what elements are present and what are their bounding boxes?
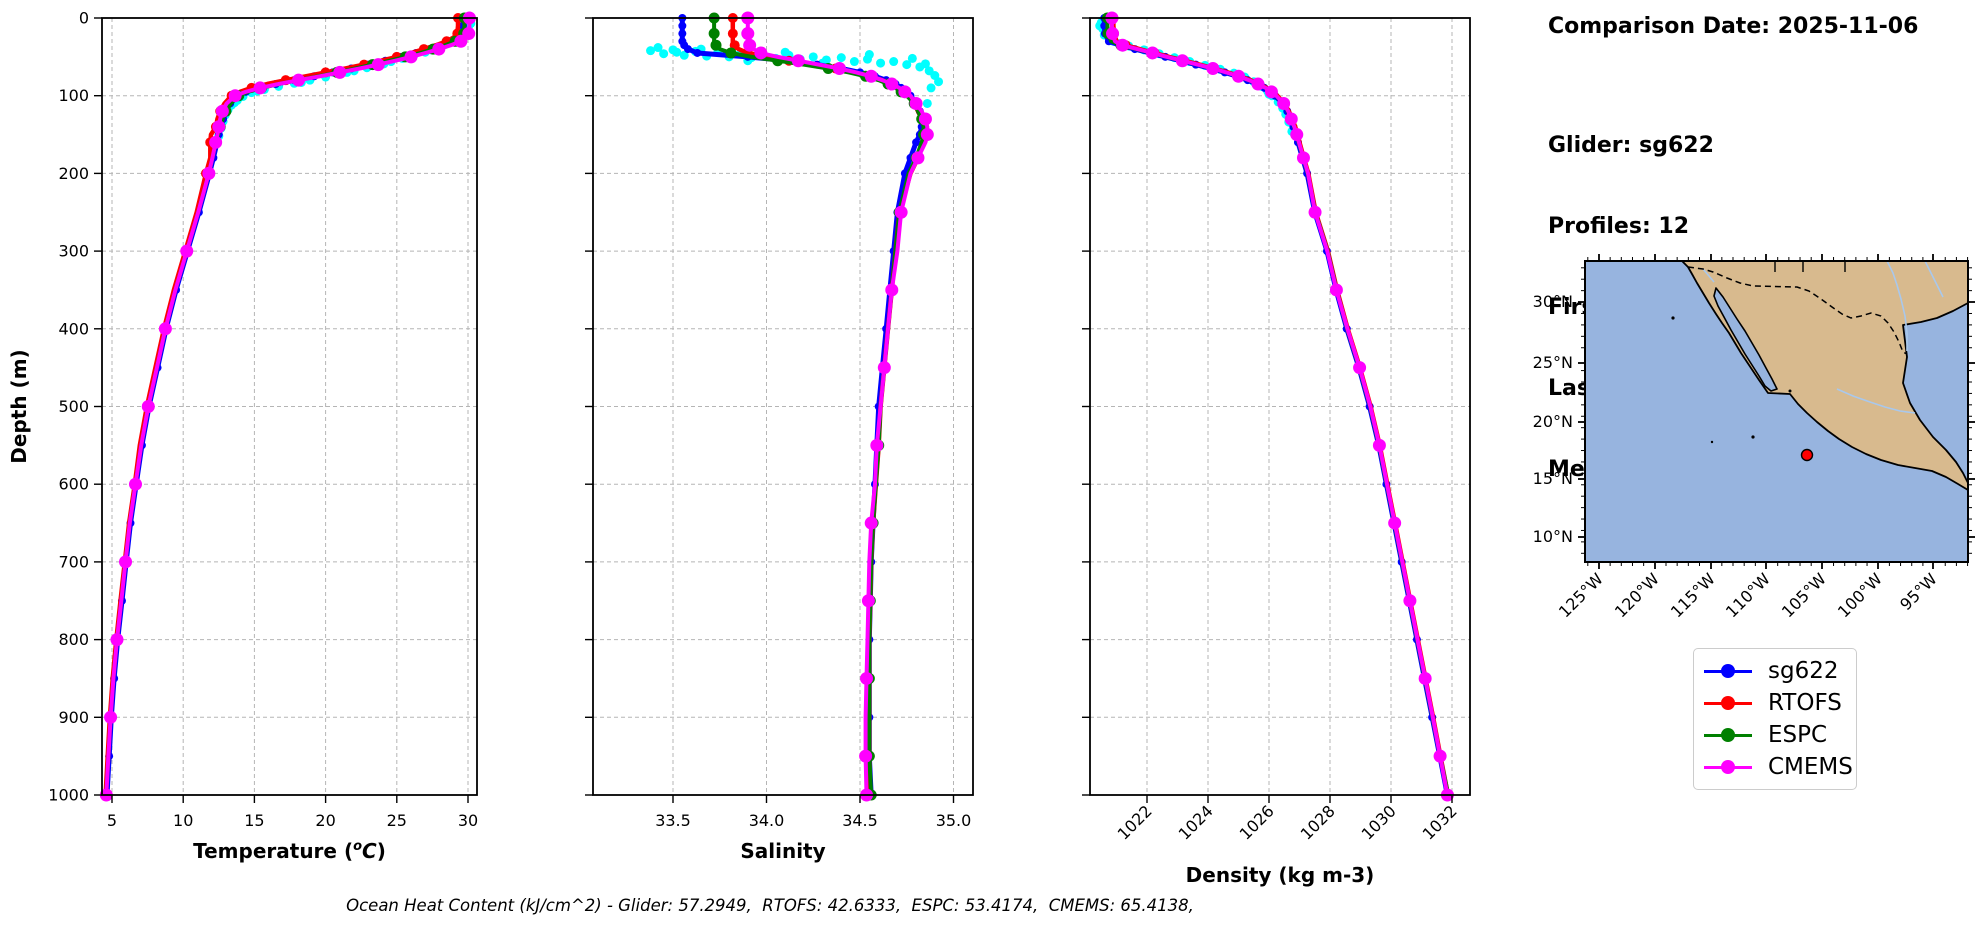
legend: sg622 RTOFS ESPC CMEMS [1693, 648, 1857, 790]
xtick-label: 1028 [1297, 801, 1339, 843]
profiles-count-text: Profiles: 12 [1548, 214, 1690, 239]
lat-tick-label: 25°N [1533, 353, 1573, 372]
salinity-ticks [585, 17, 955, 803]
lat-tick-label: 15°N [1533, 469, 1573, 488]
map-frame [1584, 260, 1969, 563]
legend-label: ESPC [1768, 722, 1828, 748]
ytick-label: 300 [58, 242, 89, 261]
temperature-series-CMEMS [99, 11, 476, 802]
density-glider-raw-points [1095, 18, 1297, 136]
legend-item-sg622: sg622 [1694, 655, 1856, 687]
xtick-label: 33.5 [655, 811, 691, 830]
xtick-label: 34.5 [842, 811, 878, 830]
xtick-label: 35.0 [936, 811, 972, 830]
ocean-heat-content-text: Ocean Heat Content (kJ/cm^2) - Glider: 5… [346, 896, 1194, 915]
map-rivers [1702, 260, 1944, 414]
xtick-label: 1030 [1358, 801, 1400, 843]
ytick-label: 200 [58, 164, 89, 183]
temperature-ytick-labels: 0 100 200 300 400 500 600 700 800 900 1000 [48, 9, 89, 805]
ytick-label: 400 [58, 319, 89, 338]
density-series-CMEMS [1105, 11, 1454, 802]
density-plot: 1022 1024 1026 1028 1030 1032 Density (kg m-3) [1082, 11, 1471, 887]
temperature-ticks [94, 17, 469, 803]
density-ticks [1082, 17, 1453, 803]
rtofs-line-marker-icon [1704, 696, 1752, 710]
legend-label: RTOFS [1768, 690, 1842, 716]
map-state-borders [1774, 261, 1846, 272]
map-land-mainland [1681, 260, 1969, 491]
xtick-label: 1032 [1419, 801, 1461, 843]
xtick-label: 25 [387, 811, 407, 830]
lat-tick-label: 20°N [1533, 412, 1573, 431]
xtick-label: 1022 [1114, 801, 1156, 843]
salinity-axis-label: Salinity [740, 839, 825, 863]
legend-item-cmems: CMEMS [1694, 751, 1856, 783]
ytick-label: 0 [79, 9, 89, 28]
ytick-label: 900 [58, 708, 89, 727]
salinity-series-CMEMS [741, 11, 934, 802]
lat-tick-label: 10°N [1533, 527, 1573, 546]
ytick-label: 100 [58, 86, 89, 105]
lat-tick-label: 30°N [1533, 292, 1573, 311]
map-gulf-of-mexico [1902, 302, 1969, 484]
map-islands [1671, 316, 1792, 444]
legend-label: CMEMS [1768, 754, 1853, 780]
xtick-label: 1026 [1236, 801, 1278, 843]
density-xtick-labels: 1022 1024 1026 1028 1030 1032 [1114, 801, 1461, 843]
glider-location-marker [1800, 448, 1814, 462]
xtick-label: 10 [173, 811, 193, 830]
xtick-label: 30 [458, 811, 478, 830]
temperature-xtick-labels: 5 10 15 20 25 30 [107, 811, 478, 830]
glider-name-text: Glider: sg622 [1548, 133, 1714, 158]
cmems-line-marker-icon [1704, 760, 1752, 774]
ytick-label: 800 [58, 630, 89, 649]
xtick-label: 34.0 [749, 811, 785, 830]
xtick-label: 1024 [1175, 801, 1217, 843]
legend-item-rtofs: RTOFS [1694, 687, 1856, 719]
ytick-label: 700 [58, 552, 89, 571]
temperature-grid [102, 18, 477, 795]
xtick-label: 20 [315, 811, 335, 830]
temperature-axis-label: Temperature (oC) [193, 839, 386, 863]
temperature-plot: 5 10 15 20 25 3001002003004005006007008009001… [7, 9, 478, 864]
map-svg: 30°N 25°N 20°N 15°N 10°N 125°W 120°W 115… [1533, 254, 1975, 621]
ytick-label: 500 [58, 397, 89, 416]
salinity-series-RTOFS [727, 13, 931, 800]
map-gulf-of-california [1713, 287, 1778, 392]
map-us-mexico-border [1687, 266, 1908, 355]
legend-label: sg622 [1768, 658, 1839, 684]
ytick-label: 1000 [48, 786, 89, 805]
xtick-label: 5 [107, 811, 117, 830]
xtick-label: 15 [244, 811, 264, 830]
density-grid [1090, 18, 1470, 795]
map-lat-labels: 30°N 25°N 20°N 15°N 10°N [1533, 292, 1573, 546]
espc-line-marker-icon [1704, 728, 1752, 742]
depth-axis-label: Depth (m) [7, 349, 31, 463]
location-map: 30°N 25°N 20°N 15°N 10°N 125°W 120°W 115… [1533, 254, 1975, 621]
salinity-xtick-labels: 33.5 34.0 34.5 35.0 [655, 811, 971, 830]
map-ticks [1578, 254, 1975, 569]
salinity-grid [593, 18, 973, 795]
ytick-label: 600 [58, 475, 89, 494]
comparison-date-text: Comparison Date: 2025-11-06 [1548, 14, 1919, 39]
legend-item-espc: ESPC [1694, 719, 1856, 751]
density-axis-label: Density (kg m-3) [1186, 863, 1375, 887]
sg622-line-marker-icon [1704, 664, 1752, 678]
temperature-glider-raw-points [214, 16, 476, 141]
salinity-plot: 33.5 34.0 34.5 35.0 Salinity [585, 11, 974, 863]
